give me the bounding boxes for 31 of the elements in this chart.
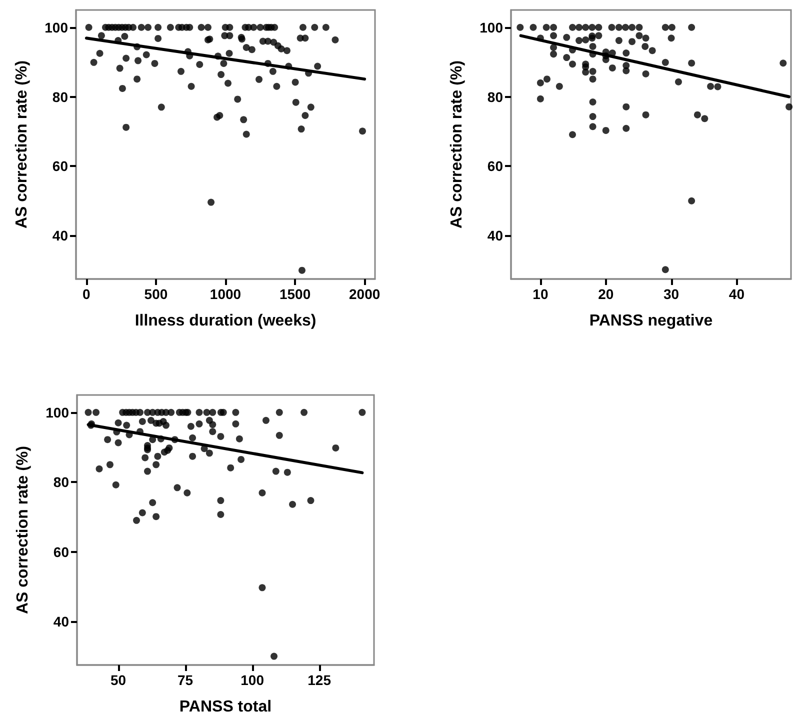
x-axis-title: Illness duration (weeks) [134, 312, 316, 330]
y-axis-title: AS correction rate (%) [448, 60, 466, 229]
y-tick-label: 60 [52, 158, 68, 174]
x-tick-label: 125 [308, 672, 332, 688]
x-axis-title: PANSS total [179, 698, 272, 716]
y-tick-label: 100 [44, 19, 68, 36]
y-axis-title: AS correction rate (%) [14, 446, 32, 614]
y-axis-title: AS correction rate (%) [14, 60, 30, 229]
y-tick-label: 80 [52, 88, 68, 105]
x-tick-label: 500 [144, 286, 168, 302]
y-tick-label: 40 [487, 228, 504, 244]
y-tick-label: 40 [52, 228, 68, 244]
y-tick-label: 80 [53, 474, 70, 490]
y-tick-label: 40 [53, 613, 70, 630]
x-tick-label: 20 [598, 286, 614, 302]
x-tick-label: 10 [532, 286, 548, 302]
y-tick-label: 80 [487, 88, 504, 105]
x-tick-label: 75 [178, 672, 194, 688]
x-tick-label: 30 [663, 286, 680, 302]
x-axis-title: PANSS negative [589, 312, 713, 330]
x-tick-label: 100 [240, 672, 264, 688]
x-tick-label: 0 [82, 286, 91, 302]
y-tick-label: 100 [480, 19, 504, 36]
x-tick-label: 1000 [210, 286, 242, 302]
x-tick-label: 40 [728, 286, 745, 302]
x-tick-label: 2000 [348, 286, 380, 302]
y-tick-label: 60 [53, 544, 70, 560]
y-tick-label: 100 [46, 404, 70, 420]
x-tick-label: 1500 [279, 286, 311, 302]
x-tick-label: 50 [110, 672, 126, 688]
y-tick-label: 60 [487, 158, 504, 174]
